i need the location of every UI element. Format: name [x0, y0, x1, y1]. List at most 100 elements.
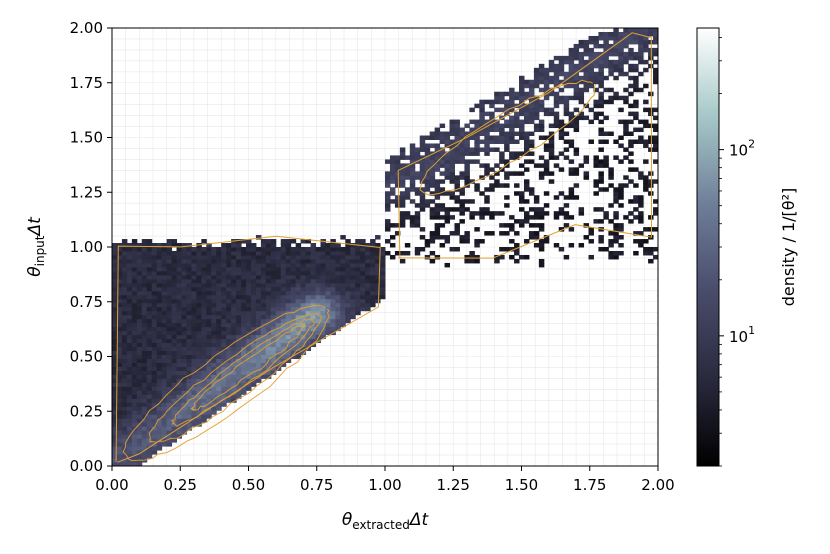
heatmap-cell [151, 258, 158, 264]
heatmap-cell [598, 51, 604, 57]
heatmap-cell [275, 334, 282, 340]
heatmap-cell [196, 422, 202, 427]
heatmap-cell [116, 426, 123, 431]
heatmap-cell [141, 254, 148, 260]
heatmap-cell [141, 382, 148, 387]
heatmap-cell [231, 243, 237, 248]
heatmap-cell [206, 362, 212, 367]
heatmap-cell [295, 314, 302, 320]
heatmap-cell [375, 243, 381, 248]
heatmap-cell [434, 179, 441, 184]
heatmap-cell [365, 266, 371, 272]
heatmap-cell [156, 326, 163, 332]
heatmap-cell [141, 274, 148, 280]
heatmap-cell [375, 254, 381, 260]
heatmap-cell [260, 350, 267, 356]
heatmap-cell [131, 438, 138, 443]
heatmap-cell [613, 211, 619, 216]
heatmap-cell [519, 127, 525, 133]
heatmap-cell [519, 207, 525, 212]
heatmap-cell [598, 239, 604, 244]
heatmap-cell [628, 199, 634, 204]
heatmap-cell [653, 147, 658, 152]
heatmap-cell [608, 175, 614, 180]
heatmap-cell [285, 338, 292, 344]
heatmap-cell [618, 235, 624, 240]
heatmap-cell [523, 95, 530, 101]
heatmap-cell [434, 227, 441, 232]
heatmap-cell [583, 159, 590, 164]
heatmap-cell [330, 322, 336, 328]
heatmap-cell [121, 346, 128, 352]
heatmap-cell [226, 370, 232, 375]
heatmap-cell [628, 219, 634, 224]
heatmap-cell [623, 59, 629, 65]
heatmap-cell [206, 254, 212, 260]
y-tick-label: 1.00 [70, 238, 103, 256]
heatmap-cell [365, 282, 371, 288]
heatmap-cell [246, 262, 252, 268]
heatmap-cell [131, 334, 138, 340]
heatmap-cell [216, 294, 222, 300]
heatmap-cell [598, 219, 604, 224]
heatmap-cell [573, 107, 580, 113]
heatmap-cell [221, 262, 227, 268]
heatmap-cell [464, 147, 470, 152]
heatmap-cell [523, 91, 530, 97]
heatmap-cell [121, 430, 128, 435]
heatmap-cell [598, 163, 604, 168]
heatmap-cell [196, 322, 202, 328]
heatmap-cell [131, 386, 138, 391]
heatmap-cell [141, 338, 148, 344]
heatmap-cell [613, 91, 619, 97]
heatmap-cell [201, 247, 207, 252]
heatmap-cell [151, 322, 158, 328]
heatmap-cell [523, 167, 530, 172]
heatmap-cell [429, 155, 436, 160]
heatmap-cell [166, 266, 173, 272]
heatmap-cell [181, 262, 187, 268]
heatmap-cell [226, 358, 232, 363]
heatmap-cell [514, 139, 520, 144]
heatmap-cell [603, 115, 609, 121]
heatmap-cell [578, 59, 585, 65]
heatmap-cell [216, 302, 222, 308]
heatmap-cell [648, 183, 654, 188]
heatmap-cell [136, 270, 143, 276]
heatmap-cell [241, 326, 247, 332]
heatmap-cell [310, 270, 317, 276]
heatmap-cell [166, 282, 173, 288]
heatmap-cell [583, 223, 590, 228]
heatmap-cell [494, 91, 500, 97]
heatmap-cell [206, 366, 212, 371]
heatmap-cell [618, 135, 624, 140]
heatmap-cell [241, 247, 247, 252]
heatmap-cell [310, 250, 317, 256]
heatmap-cell [538, 75, 545, 81]
heatmap-cell [250, 258, 257, 264]
heatmap-cell [126, 354, 133, 359]
heatmap-cell [171, 298, 178, 304]
heatmap-cell [136, 398, 143, 403]
heatmap-cell [643, 143, 649, 148]
heatmap-cell [424, 143, 431, 148]
heatmap-cell [648, 55, 654, 61]
heatmap-cell [499, 99, 505, 105]
heatmap-cell [181, 378, 187, 383]
heatmap-cell [504, 103, 510, 109]
heatmap-cell [484, 211, 490, 216]
heatmap-cell [285, 326, 292, 332]
heatmap-cell [131, 302, 138, 308]
heatmap-cell [558, 79, 565, 85]
heatmap-cell [514, 151, 520, 156]
heatmap-cell [290, 350, 297, 356]
heatmap-cell [146, 270, 153, 276]
heatmap-cell [226, 250, 232, 256]
heatmap-cell [141, 322, 148, 328]
heatmap-cell [424, 163, 431, 168]
heatmap-cell [345, 318, 351, 324]
heatmap-cell [414, 250, 421, 256]
heatmap-cell [479, 115, 485, 121]
heatmap-cell [434, 155, 441, 160]
heatmap-cell [221, 286, 227, 292]
